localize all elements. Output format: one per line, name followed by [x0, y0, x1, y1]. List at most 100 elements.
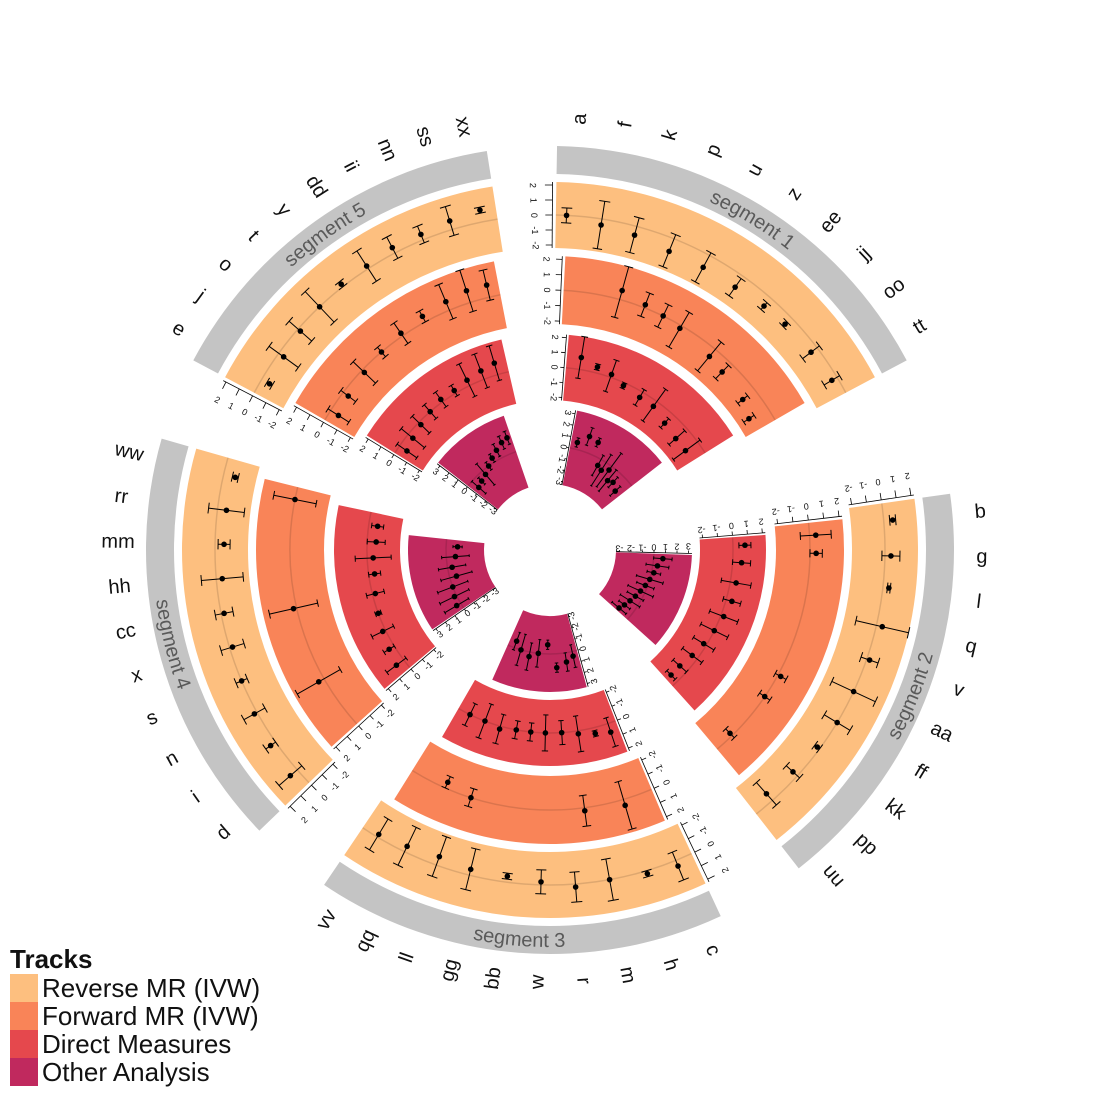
- error-bar-cap: [449, 316, 457, 321]
- category-label: bb: [481, 966, 506, 991]
- error-bar-cap: [383, 816, 393, 822]
- error-bar-cap: [576, 437, 581, 439]
- axis-tick-label: 0: [621, 712, 632, 720]
- segment-header-2: [781, 493, 954, 869]
- axis-tick-label: -1: [373, 718, 386, 731]
- data-point: [733, 580, 739, 586]
- data-point: [315, 679, 322, 685]
- category-label: pp: [851, 828, 882, 859]
- axis-tick-label: 2: [528, 183, 538, 188]
- axis-tick-label: -1: [328, 780, 341, 793]
- data-point: [485, 463, 492, 469]
- data-point: [727, 730, 733, 737]
- axis-tick-label: 1: [227, 400, 236, 411]
- error-bar-cap: [772, 801, 781, 809]
- data-point: [610, 479, 616, 486]
- error-bar-cap: [625, 250, 635, 255]
- axis-tick-label: 0: [412, 671, 422, 682]
- category-label: ss: [411, 124, 438, 150]
- category-label: t: [244, 226, 264, 245]
- data-point: [700, 640, 707, 647]
- error-bar-cap: [575, 377, 581, 380]
- data-point: [535, 650, 542, 657]
- error-bar-cap: [645, 291, 654, 296]
- axis-line: [287, 761, 336, 809]
- axis-tick-label: -1: [542, 301, 552, 309]
- axis-tick-label: 3: [563, 409, 574, 416]
- axis-tick-label: -1: [712, 523, 721, 534]
- axis-tick: [433, 649, 437, 653]
- error-bar-cap: [749, 582, 752, 589]
- error-bar-cap: [379, 570, 382, 576]
- error-bar-cap: [308, 336, 316, 346]
- data-point: [888, 553, 894, 559]
- data-point: [866, 657, 873, 663]
- axis-tick-label: 1: [668, 792, 679, 801]
- track-band-other-analysis-segment-4: [408, 535, 496, 630]
- error-bar-cap: [485, 344, 493, 348]
- axis-tick-label: 1: [560, 432, 571, 439]
- axis-tick-label: 1: [712, 853, 723, 862]
- axis-tick-label: -2: [771, 506, 780, 517]
- error-bar-cap: [379, 609, 383, 616]
- axis-tick: [435, 628, 438, 632]
- category-label: g: [976, 546, 988, 568]
- data-point: [790, 769, 796, 775]
- zero-line-segment-3-ring-1: [458, 707, 616, 734]
- error-bar-cap: [393, 255, 403, 262]
- axis-tick: [321, 774, 328, 780]
- category-label: w: [526, 974, 548, 991]
- error-bar-cap: [478, 268, 488, 272]
- error-bar-cap: [658, 264, 668, 269]
- data-point: [720, 613, 727, 620]
- error-bar-cap: [486, 298, 495, 302]
- axis-tick-label: 0: [728, 521, 734, 531]
- error-bar-cap: [694, 368, 701, 374]
- error-bar-cap: [469, 309, 478, 314]
- data-point: [637, 588, 644, 594]
- error-bar-cap: [231, 606, 235, 617]
- axis-line: [640, 756, 669, 820]
- axis-tick: [894, 490, 897, 498]
- axis-tick-label: -1: [859, 480, 868, 491]
- axis-tick: [235, 388, 240, 396]
- data-point: [436, 853, 443, 860]
- data-point: [763, 790, 770, 797]
- data-point: [267, 742, 274, 749]
- error-bar-cap: [569, 644, 573, 646]
- axis-tick-label: -1: [573, 633, 585, 643]
- error-bar-cap: [591, 729, 598, 732]
- data-point: [418, 421, 424, 428]
- error-bar-cap: [744, 392, 751, 400]
- error-bar-cap: [699, 659, 704, 666]
- data-point: [372, 590, 379, 597]
- error-bar-cap: [614, 468, 618, 472]
- axis-tick-label: 2: [674, 542, 679, 552]
- axis-line: [432, 587, 496, 631]
- error-bar-cap: [739, 600, 742, 607]
- axis-tick: [701, 862, 708, 867]
- axis-tick: [454, 615, 457, 618]
- track-band-reverse-mr-ivw--segment-5: [225, 186, 503, 409]
- error-bar-cap: [473, 205, 485, 209]
- category-label: d: [212, 821, 235, 845]
- error-bar-cap: [443, 404, 449, 409]
- error-bar-cap: [530, 642, 534, 644]
- axis-tick: [879, 492, 882, 500]
- axis-tick-label: 1: [450, 479, 460, 490]
- error-bar-cap: [668, 565, 670, 570]
- axis-tick: [381, 704, 385, 709]
- data-point: [378, 349, 385, 355]
- error-bar-cap: [590, 474, 594, 477]
- axis-tick-label: -1: [697, 825, 709, 837]
- category-label: n: [162, 746, 182, 771]
- category-label: q: [963, 635, 979, 659]
- error-bar-cap: [662, 387, 669, 392]
- data-point: [266, 381, 273, 387]
- track-band-other-analysis-segment-2: [599, 552, 692, 646]
- axis-tick-label: 2: [633, 739, 644, 747]
- error-bar-cap: [574, 446, 578, 448]
- data-point: [829, 377, 835, 384]
- zero-line-segment-1-ring-2: [563, 289, 776, 421]
- error-bar-cap: [607, 898, 619, 902]
